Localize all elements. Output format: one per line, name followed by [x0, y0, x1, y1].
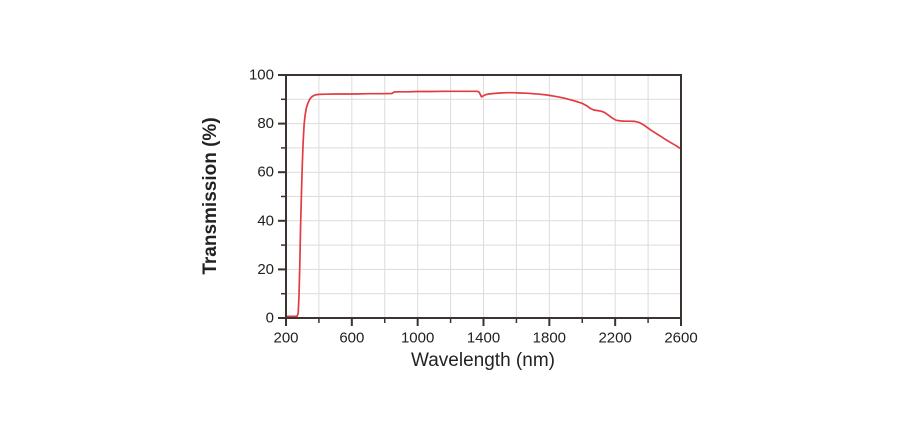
y-tick-label: 80 — [257, 115, 274, 132]
x-tick-label: 600 — [339, 329, 364, 346]
plot-frame — [285, 74, 682, 319]
y-tick-label: 40 — [257, 212, 274, 229]
y-axis-label: Transmission (%) — [200, 117, 221, 275]
x-tick-label: 1400 — [467, 329, 500, 346]
x-tick-label: 2600 — [664, 329, 697, 346]
y-tick-label: 0 — [266, 310, 274, 327]
y-tick-label: 100 — [249, 67, 274, 84]
transmission-curve — [285, 90, 682, 318]
y-tick-label: 60 — [257, 164, 274, 181]
x-axis-label: Wavelength (nm) — [411, 350, 555, 371]
x-tick-label: 200 — [273, 329, 298, 346]
x-tick-label: 1000 — [401, 329, 434, 346]
x-tick-label: 2200 — [598, 329, 631, 346]
y-tick-label: 20 — [257, 261, 274, 278]
x-tick-label: 1800 — [533, 329, 566, 346]
